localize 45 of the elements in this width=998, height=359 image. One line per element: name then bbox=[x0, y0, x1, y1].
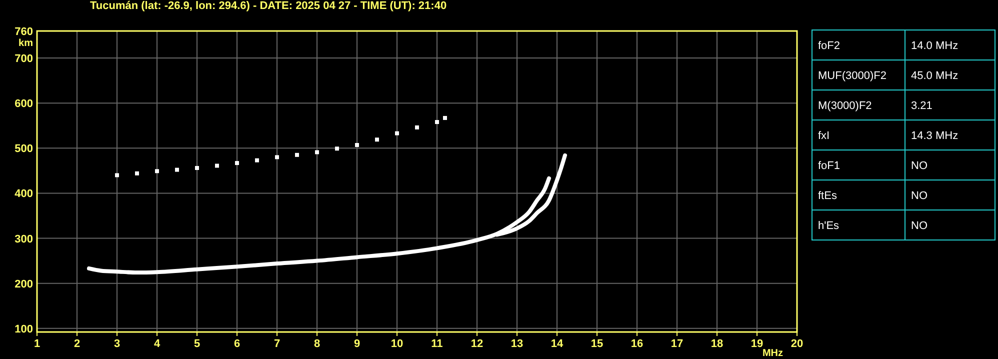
text: 45.0 MHz bbox=[911, 70, 958, 82]
y-tick-label: 600 bbox=[14, 98, 33, 110]
x-tick-label: 7 bbox=[274, 338, 280, 350]
text: 14.0 MHz bbox=[911, 40, 958, 52]
x-tick-label: 10 bbox=[390, 338, 404, 350]
text: NO bbox=[911, 160, 928, 172]
category-label: MUF(3000)F2 bbox=[818, 70, 886, 82]
x-tick-label: 1 bbox=[34, 338, 40, 350]
x-tick-label: 17 bbox=[670, 338, 684, 350]
category-label: h'Es bbox=[818, 220, 840, 232]
x-tick-label: 9 bbox=[354, 338, 360, 350]
y-tick-label: 760 bbox=[14, 26, 33, 38]
text: NO bbox=[911, 220, 928, 232]
chart-title: Tucumán (lat: -26.9, lon: 294.6) - DATE: 2025 04 27 - TIME (UT): 21:40 bbox=[90, 0, 447, 12]
text: 14.3 MHz bbox=[911, 130, 958, 142]
y-tick-label: 200 bbox=[14, 278, 33, 290]
x-tick-label: 13 bbox=[510, 338, 524, 350]
x-tick-label: 11 bbox=[431, 338, 443, 350]
x-tick-label: 19 bbox=[750, 338, 764, 350]
category-label: fxI bbox=[818, 130, 830, 142]
x-tick-label: 3 bbox=[114, 338, 120, 350]
x-tick-label: 15 bbox=[590, 338, 604, 350]
x-axis-title: MHz bbox=[762, 348, 783, 359]
y-tick-label: 300 bbox=[14, 233, 33, 246]
x-tick-label: 8 bbox=[314, 338, 320, 350]
y-tick-label: 100 bbox=[14, 323, 33, 336]
y-axis-title: km bbox=[18, 38, 34, 49]
text: 3.21 bbox=[911, 100, 932, 112]
x-tick-label: 20 bbox=[790, 338, 804, 350]
x-tick-label: 4 bbox=[154, 338, 161, 350]
x-tick-label: 6 bbox=[234, 338, 240, 350]
y-tick-label: 500 bbox=[14, 143, 33, 156]
category-label: foF1 bbox=[818, 160, 840, 172]
x-tick-label: 18 bbox=[710, 338, 724, 350]
x-tick-label: 12 bbox=[470, 338, 484, 350]
x-tick-label: 2 bbox=[74, 338, 80, 350]
category-label: ftEs bbox=[818, 190, 838, 202]
category-label: M(3000)F2 bbox=[818, 100, 872, 112]
category-label: foF2 bbox=[818, 40, 840, 52]
x-tick-label: 14 bbox=[550, 338, 564, 350]
x-tick-label: 5 bbox=[194, 338, 200, 350]
text: NO bbox=[911, 190, 928, 202]
x-tick-label: 16 bbox=[630, 338, 644, 350]
y-tick-label: 700 bbox=[14, 53, 33, 66]
y-tick-label: 400 bbox=[14, 188, 33, 200]
